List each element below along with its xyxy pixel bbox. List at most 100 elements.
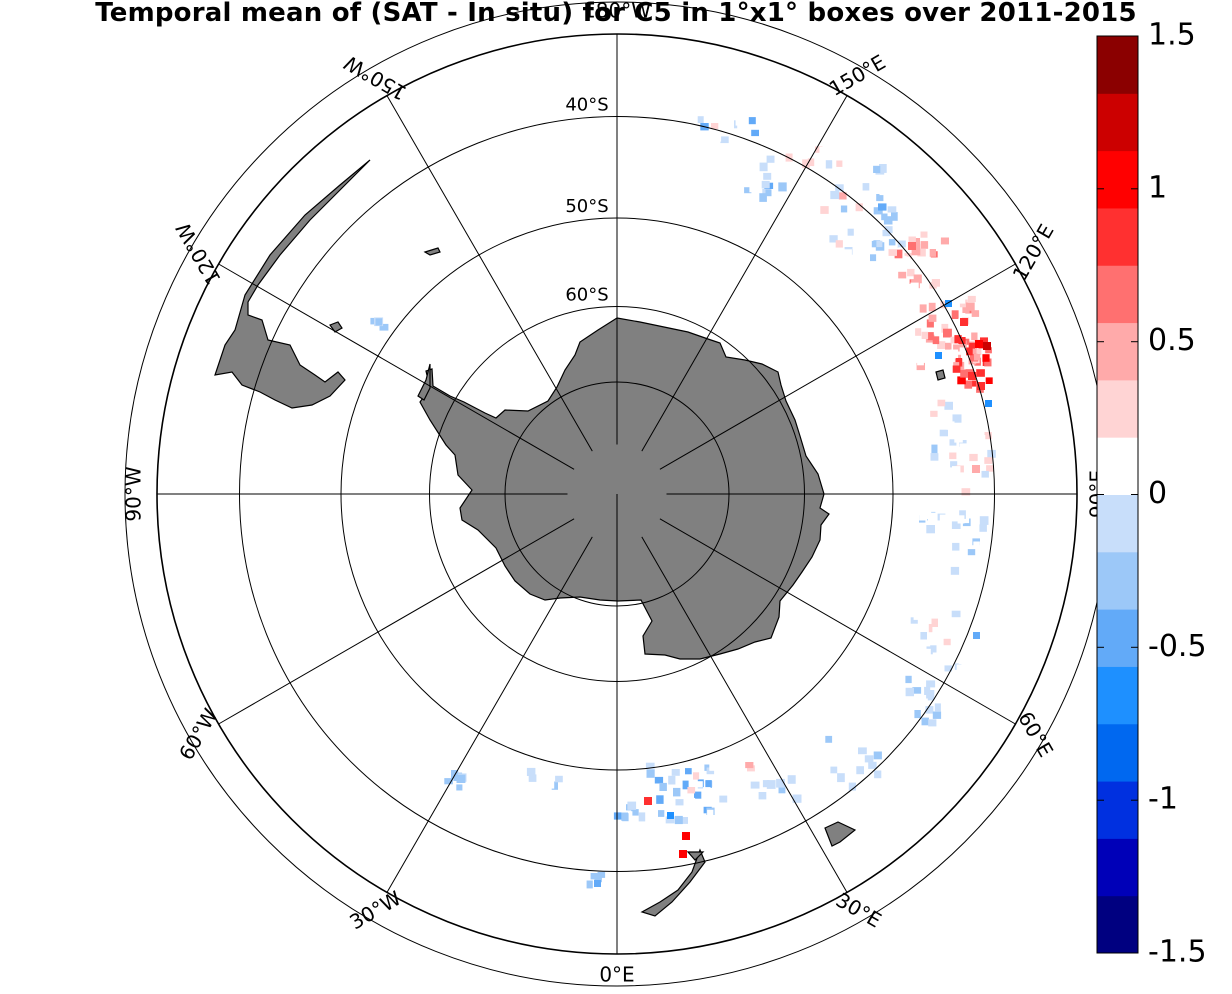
grid-cell: [860, 242, 868, 249]
grid-cell: [952, 466, 961, 475]
grid-cell: [627, 801, 637, 810]
grid-cell: [920, 241, 929, 249]
grid-cell: [905, 687, 914, 697]
grid-cell: [982, 586, 990, 593]
grid-cell: [681, 817, 688, 824]
tasmania: [824, 821, 857, 847]
grid-cell: [973, 541, 980, 548]
grid-cell: [949, 423, 956, 433]
grid-cell: [910, 282, 919, 290]
grid-cell: [884, 226, 893, 234]
grid-cell: [967, 473, 976, 482]
grid-cell: [759, 193, 767, 202]
grid-cell: [944, 401, 953, 410]
grid-cell: [871, 240, 881, 248]
grid-cell: [897, 240, 906, 249]
south-orkney: [329, 321, 343, 333]
grid-cell: [913, 238, 920, 245]
grid-cell: [694, 791, 702, 799]
grid-cell: [953, 362, 960, 369]
grid-cell: [937, 341, 946, 349]
longitude-label: 0°E: [599, 963, 634, 987]
grid-cell: [586, 880, 593, 889]
colorbar-band: [1097, 781, 1138, 839]
grid-cell: [976, 435, 986, 442]
grid-cell: [928, 302, 936, 312]
grid-cell: [765, 189, 772, 197]
colorbar-band: [1097, 838, 1138, 897]
grid-cell: [748, 117, 756, 125]
longitude-label: 150°W: [340, 50, 411, 105]
grid-cell: [873, 165, 881, 173]
kerguelen-island: [935, 369, 946, 381]
grid-cell: [915, 560, 923, 568]
grid-cell: [751, 129, 759, 137]
grid-cell: [924, 648, 931, 656]
grid-cell: [952, 542, 960, 551]
grid-cell: [735, 793, 744, 802]
grid-cell: [985, 377, 993, 384]
colorbar-band: [1097, 895, 1138, 954]
grid-cell: [960, 369, 969, 378]
grid-cell: [951, 310, 959, 319]
grid-cell: [708, 135, 716, 143]
grid-cell: [893, 735, 901, 744]
grid-cell: [960, 575, 968, 583]
grid-cell: [778, 182, 787, 192]
grid-cell: [826, 254, 833, 263]
grid-cell: [908, 236, 916, 245]
colorbar-band: [1097, 36, 1138, 94]
grid-cell: [645, 762, 655, 769]
grid-cell: [646, 769, 655, 778]
grid-cell: [974, 348, 982, 355]
grid-cell: [931, 279, 940, 287]
longitude-label: 60°W: [174, 704, 223, 764]
grid-cell: [887, 206, 897, 213]
grid-cell: [528, 774, 537, 782]
grid-cell: [975, 340, 983, 348]
grid-cell: [959, 443, 968, 453]
grid-cell: [974, 354, 981, 361]
grid-cell: [957, 613, 964, 621]
grid-cell: [888, 249, 897, 256]
grid-cell: [825, 160, 833, 169]
grid-cell: [976, 487, 984, 495]
grid-cell: [907, 268, 915, 277]
south-america-landmass: [214, 159, 371, 409]
map-boundary: [156, 33, 1078, 955]
longitude-label: 90°W: [122, 466, 146, 521]
latitude-labels: 60°S 50°S 40°S: [565, 95, 608, 306]
grid-cell: [979, 524, 987, 532]
grid-cell: [923, 404, 930, 413]
land-masses: [214, 159, 946, 917]
graticule: [124, 1, 1110, 987]
grid-cell: [870, 254, 877, 262]
meridian-line: [218, 518, 575, 725]
meridian-line: [386, 536, 593, 893]
grid-cell: [944, 585, 953, 593]
grid-cell: [688, 797, 696, 805]
grid-cell: [685, 768, 692, 775]
colorbar: 1.5 1 0.5 0 -0.5 -1 -1.5: [1096, 18, 1207, 970]
grid-cell: [714, 134, 722, 142]
colorbar-ticks: 1.5 1 0.5 0 -0.5 -1 -1.5: [1097, 18, 1207, 970]
grid-cell: [637, 767, 645, 777]
grid-cell: [961, 474, 970, 484]
grid-cell: [776, 778, 785, 788]
grid-cell: [917, 249, 926, 257]
grid-cell: [594, 880, 601, 887]
grid-cell: [914, 710, 921, 719]
grid-cell: [980, 337, 988, 347]
colorbar-band: [1097, 93, 1138, 152]
grid-cell: [949, 439, 957, 446]
grid-cell: [910, 617, 918, 624]
grid-cell: [976, 369, 985, 377]
grid-cell: [950, 349, 959, 359]
grid-cell: [939, 429, 948, 437]
grid-cell: [526, 767, 536, 776]
grid-cell: [920, 231, 928, 238]
longitude-label: 30°E: [832, 888, 886, 933]
grid-cell: [763, 172, 772, 180]
grid-cell: [792, 794, 802, 803]
grid-cell: [709, 763, 716, 771]
